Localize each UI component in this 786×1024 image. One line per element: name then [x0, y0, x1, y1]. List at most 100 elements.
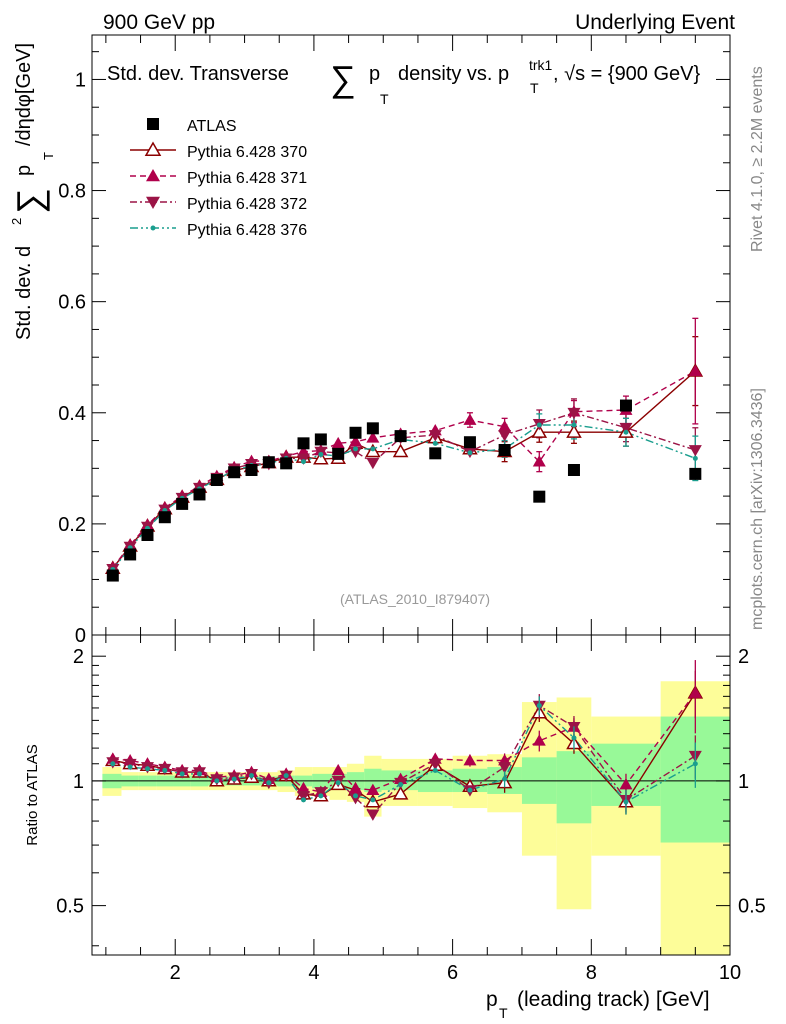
p376-point: [692, 455, 698, 461]
stat-uncertainty-band: [556, 751, 592, 824]
p371-point: [366, 431, 380, 443]
y-tick-label: 0.4: [58, 403, 86, 425]
ratio-bands: [92, 681, 730, 955]
y-label-p-sub: T: [41, 152, 56, 160]
legend-p372-marker: [146, 196, 160, 209]
y-tick-label: 0: [75, 625, 86, 647]
ratio-p376-point: [214, 778, 220, 784]
legend-atlas-marker: [147, 118, 159, 130]
x-label-rest: (leading track) [GeV]: [517, 988, 710, 1011]
p370-point: [531, 424, 548, 438]
ratio-p372-point: [498, 762, 512, 774]
atlas-point: [567, 464, 580, 476]
atlas-point: [349, 426, 362, 439]
ratio-p376-point: [127, 764, 133, 770]
ratio-p371-point: [297, 781, 311, 794]
atlas-point: [689, 467, 702, 480]
y-label-part-b: /dηdφ[GeV]: [13, 43, 35, 146]
stat-uncertainty-band: [364, 768, 382, 793]
side-label-bottom: mcplots.cern.ch [arXiv:1306.3436]: [749, 388, 766, 630]
ratio-p372-line: [112, 704, 696, 816]
ratio-y-tick-label-right: 0.5: [738, 896, 766, 918]
p372-point: [619, 422, 633, 435]
ratio-y-tick-label-left: 1: [73, 771, 84, 793]
atlas-point: [210, 474, 223, 486]
y-tick-label: 0.2: [58, 514, 86, 536]
header-left: 900 GeV pp: [103, 11, 215, 34]
p372-point: [349, 446, 363, 459]
ratio-p371-point: [349, 781, 363, 794]
y-label-p: p: [13, 165, 35, 176]
x-label-sub: T: [499, 1005, 508, 1021]
x-tick-label: 2: [170, 962, 181, 984]
atlas-point: [228, 466, 241, 479]
ratio-p376-point: [467, 787, 473, 793]
ratio-p376-point: [623, 799, 629, 805]
x-tick-label: 6: [447, 962, 458, 984]
header-right: Underlying Event: [575, 11, 735, 34]
legend-p371-marker: [146, 169, 160, 182]
ratio-p376-point: [398, 782, 404, 788]
p376-point: [467, 450, 473, 456]
p370-point: [392, 443, 409, 458]
ratio-y-tick-label-left: 0.5: [56, 896, 84, 918]
p372-point: [428, 430, 442, 442]
atlas-point: [141, 529, 154, 541]
atlas-point: [332, 447, 345, 460]
p371-point: [331, 436, 345, 449]
x-tick-label: 4: [308, 962, 319, 984]
atlas-point: [314, 433, 327, 446]
ratio-p376-point: [318, 793, 324, 799]
atlas-point: [498, 444, 511, 456]
ratio-p371-point: [688, 686, 702, 698]
title-part-b: density vs. p: [398, 63, 509, 85]
atlas-point: [245, 464, 258, 476]
x-tick-label: 10: [719, 962, 741, 984]
ratio-p371-point: [619, 778, 633, 790]
ratio-p372-point: [297, 791, 311, 803]
legend-p372-label: Pythia 6.428 372: [187, 196, 307, 213]
side-label-top: Rivet 4.1.0, ≥ 2.2M events: [749, 66, 766, 252]
atlas-point: [463, 436, 476, 449]
ratio-p376-point: [266, 780, 272, 786]
legend-p371-label: Pythia 6.428 371: [187, 170, 307, 187]
ratio-p371-point: [331, 763, 345, 776]
ratio-y-label: Ratio to ATLAS: [24, 744, 41, 845]
p371-line: [112, 370, 696, 569]
title-part-a: Std. dev. Transverse: [107, 63, 289, 85]
ratio-plot: 0.5 0.5 1 1 2 2 2 4 6 8 10 Ratio to ATLAS: [24, 634, 766, 984]
atlas-point: [106, 569, 119, 582]
ratio-p376-point: [502, 776, 508, 782]
ratio-p376-point: [231, 776, 237, 782]
atlas-point: [158, 511, 171, 524]
ratio-p372-point: [366, 809, 380, 821]
main-plot-title: Std. dev. Transverse ∑ p T density vs. p…: [107, 57, 701, 107]
main-plot: 0 0.2 0.4 0.6 0.8 1 (ATLAS_2010_I879407) Std.…: [9, 34, 731, 647]
atlas-point: [533, 490, 546, 503]
y-label-part-a: Std. dev. d: [13, 246, 35, 340]
ratio-p376-point: [571, 735, 577, 741]
p376-point: [353, 446, 359, 452]
p372-point: [498, 430, 512, 442]
atlas-point: [280, 457, 293, 470]
ratio-plot-frame: [91, 634, 731, 956]
ratio-p376-point: [249, 773, 254, 779]
p371-point: [349, 435, 363, 447]
p376-point: [432, 440, 438, 446]
ratio-y-tick-label-left: 2: [73, 646, 84, 668]
p371-point: [532, 455, 546, 467]
y-tick-label: 0.6: [58, 292, 86, 314]
p376-point: [623, 429, 629, 435]
p372-point: [297, 453, 311, 465]
ratio-p376-point: [353, 793, 359, 799]
ratio-y-tick-label-right: 1: [738, 771, 749, 793]
y-label-exponent: 2: [9, 218, 24, 225]
p371-point: [498, 420, 512, 432]
x-axis-label: p T (leading track) [GeV]: [486, 988, 710, 1021]
p370-point: [566, 424, 582, 438]
ratio-p372-point: [314, 787, 328, 799]
ratio-p371-point: [366, 783, 380, 796]
x-tick-label: 8: [586, 962, 597, 984]
main-plot-marks: [105, 317, 704, 582]
p372-point: [567, 407, 581, 420]
